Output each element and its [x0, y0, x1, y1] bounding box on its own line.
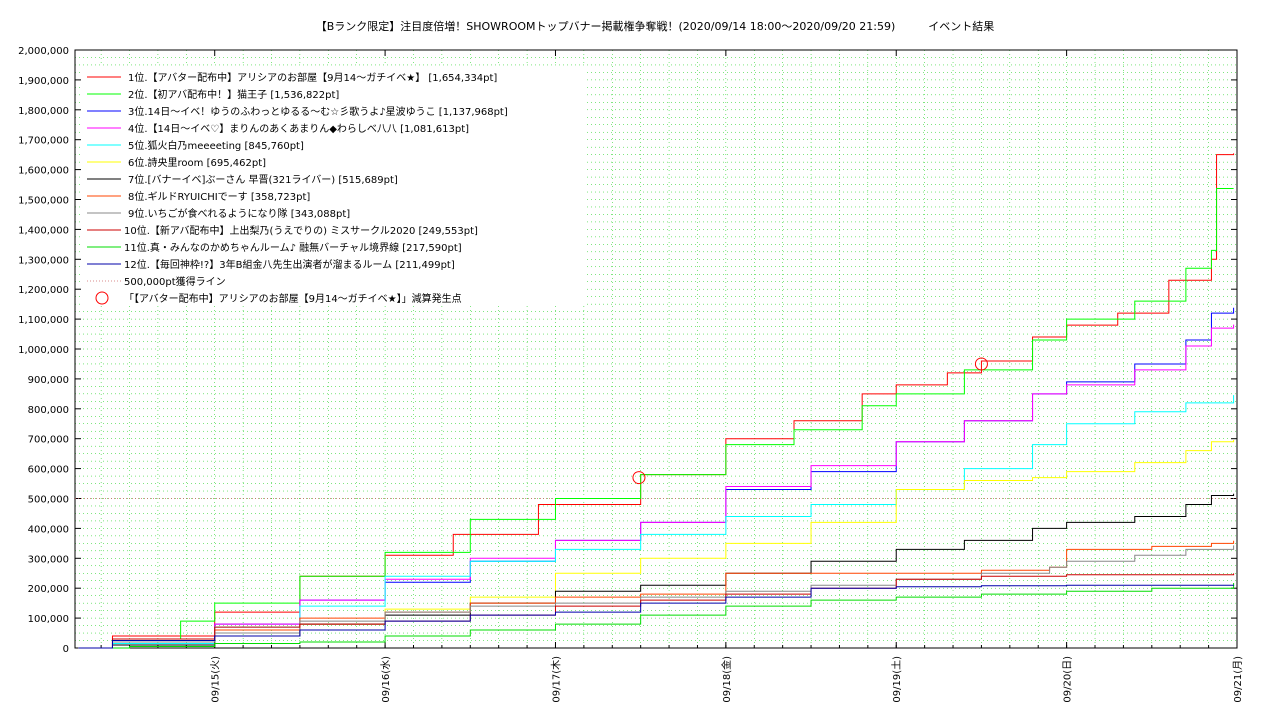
y-tick-label: 500,000: [28, 495, 69, 506]
y-tick-label: 1,700,000: [18, 136, 69, 147]
legend-entry: 500,000pt獲得ライン: [124, 275, 226, 288]
y-tick-label: 1,500,000: [18, 196, 69, 207]
x-tick-label: 09/16(水): [380, 656, 392, 703]
x-axis-ticks: 09/15(火) 09/16(水) 09/17(木) 09/18(金) 09/19(土)…: [100, 50, 1244, 703]
x-tick-label: 09/17(木): [550, 656, 562, 703]
legend-entry: 6位.詩央里room [695,462pt]: [128, 156, 266, 169]
y-tick-label: 100,000: [28, 614, 69, 625]
y-tick-label: 700,000: [28, 435, 69, 446]
y-tick-label: 800,000: [28, 405, 69, 416]
legend-entry: 5位.狐火白乃meeeeting [845,760pt]: [128, 139, 304, 152]
legend-entry: 7位.[バナーイベ]ぶーさん 早晋(321ライバー) [515,689pt]: [128, 173, 398, 186]
marker-points: [632, 357, 988, 485]
legend-entry: 3位.14日〜イベ！ゆうのふわっとゆるる〜む☆彡歌うよ♪星波ゆうこ [1,137…: [128, 105, 508, 118]
y-tick-label: 1,800,000: [18, 106, 69, 117]
legend-entry: 1位.【アバター配布中】アリシアのお部屋【9月14〜ガチイベ★】 [1,654,…: [128, 71, 497, 84]
y-axis-ticks: 0 100,000 200,000 300,000 400,000 500,000 600,…: [18, 46, 1237, 655]
y-tick-label: 1,900,000: [18, 76, 69, 87]
legend-entry: 「【アバター配布中】アリシアのお部屋【9月14〜ガチイベ★】」減算発生点: [124, 292, 462, 305]
series-line-6: [78, 440, 1235, 649]
penalty-marker: [632, 471, 646, 485]
series-line-12: [78, 584, 1235, 649]
series-line-7: [78, 493, 1235, 649]
chart-title: 【Bランク限定】注目度倍増！SHOWROOMトップバナー掲載権争奪戦！(2020…: [316, 19, 995, 33]
y-tick-label: 1,400,000: [18, 225, 69, 236]
x-tick-label: 09/21(月): [1232, 656, 1244, 703]
y-tick-label: 400,000: [28, 524, 69, 535]
series-line-9: [78, 545, 1235, 649]
legend-entry: 4位.【14日〜イベ♡】まりんのあくあまりん◆わらしべ八八 [1,081,613…: [128, 122, 469, 135]
legend-entry: 10位.【新アバ配布中】上出梨乃(うえでりの) ミスサークル2020 [249,…: [124, 224, 478, 237]
y-tick-label: 0: [63, 644, 69, 655]
x-tick-label: 09/19(土): [890, 656, 903, 703]
y-tick-label: 1,600,000: [18, 166, 69, 177]
y-tick-label: 600,000: [28, 465, 69, 476]
penalty-marker: [974, 357, 988, 371]
series-lines: [78, 153, 1235, 649]
series-line-5: [78, 395, 1235, 649]
y-tick-label: 1,100,000: [18, 315, 69, 326]
y-tick-label: 200,000: [28, 584, 69, 595]
series-line-4: [78, 324, 1235, 649]
x-tick-label: 09/15(火): [210, 656, 222, 703]
y-tick-label: 1,300,000: [18, 255, 69, 266]
y-tick-label: 2,000,000: [18, 46, 69, 57]
legend-marker: [95, 291, 109, 305]
legend: 1位.【アバター配布中】アリシアのお部屋【9月14〜ガチイベ★】 [1,654,…: [82, 66, 586, 306]
legend-entry: 9位.いちごが食べれるようになり隊 [343,088pt]: [128, 207, 350, 220]
y-tick-label: 1,000,000: [18, 345, 69, 356]
y-tick-label: 300,000: [28, 554, 69, 565]
series-line-2: [78, 187, 1234, 649]
y-tick-label: 1,200,000: [18, 285, 69, 296]
legend-entry: 2位.【初アバ配布中！】猫王子 [1,536,822pt]: [128, 88, 339, 101]
x-tick-label: 09/20(日): [1063, 656, 1074, 703]
legend-entry: 12位.【毎回神枠!?】3年B組金八先生出演者が溜まるルーム [211,499p…: [124, 258, 455, 271]
series-line-11: [78, 582, 1235, 649]
y-tick-label: 900,000: [28, 375, 69, 386]
legend-entry: 11位.真・みんなのかめちゃんルーム♪ 融無バーチャル境界線 [217,590p…: [124, 241, 462, 254]
legend-entry: 8位.ギルドRYUICHIでーす [358,723pt]: [128, 190, 310, 203]
legend-box: [82, 66, 586, 306]
x-tick-label: 09/18(金): [720, 656, 733, 703]
